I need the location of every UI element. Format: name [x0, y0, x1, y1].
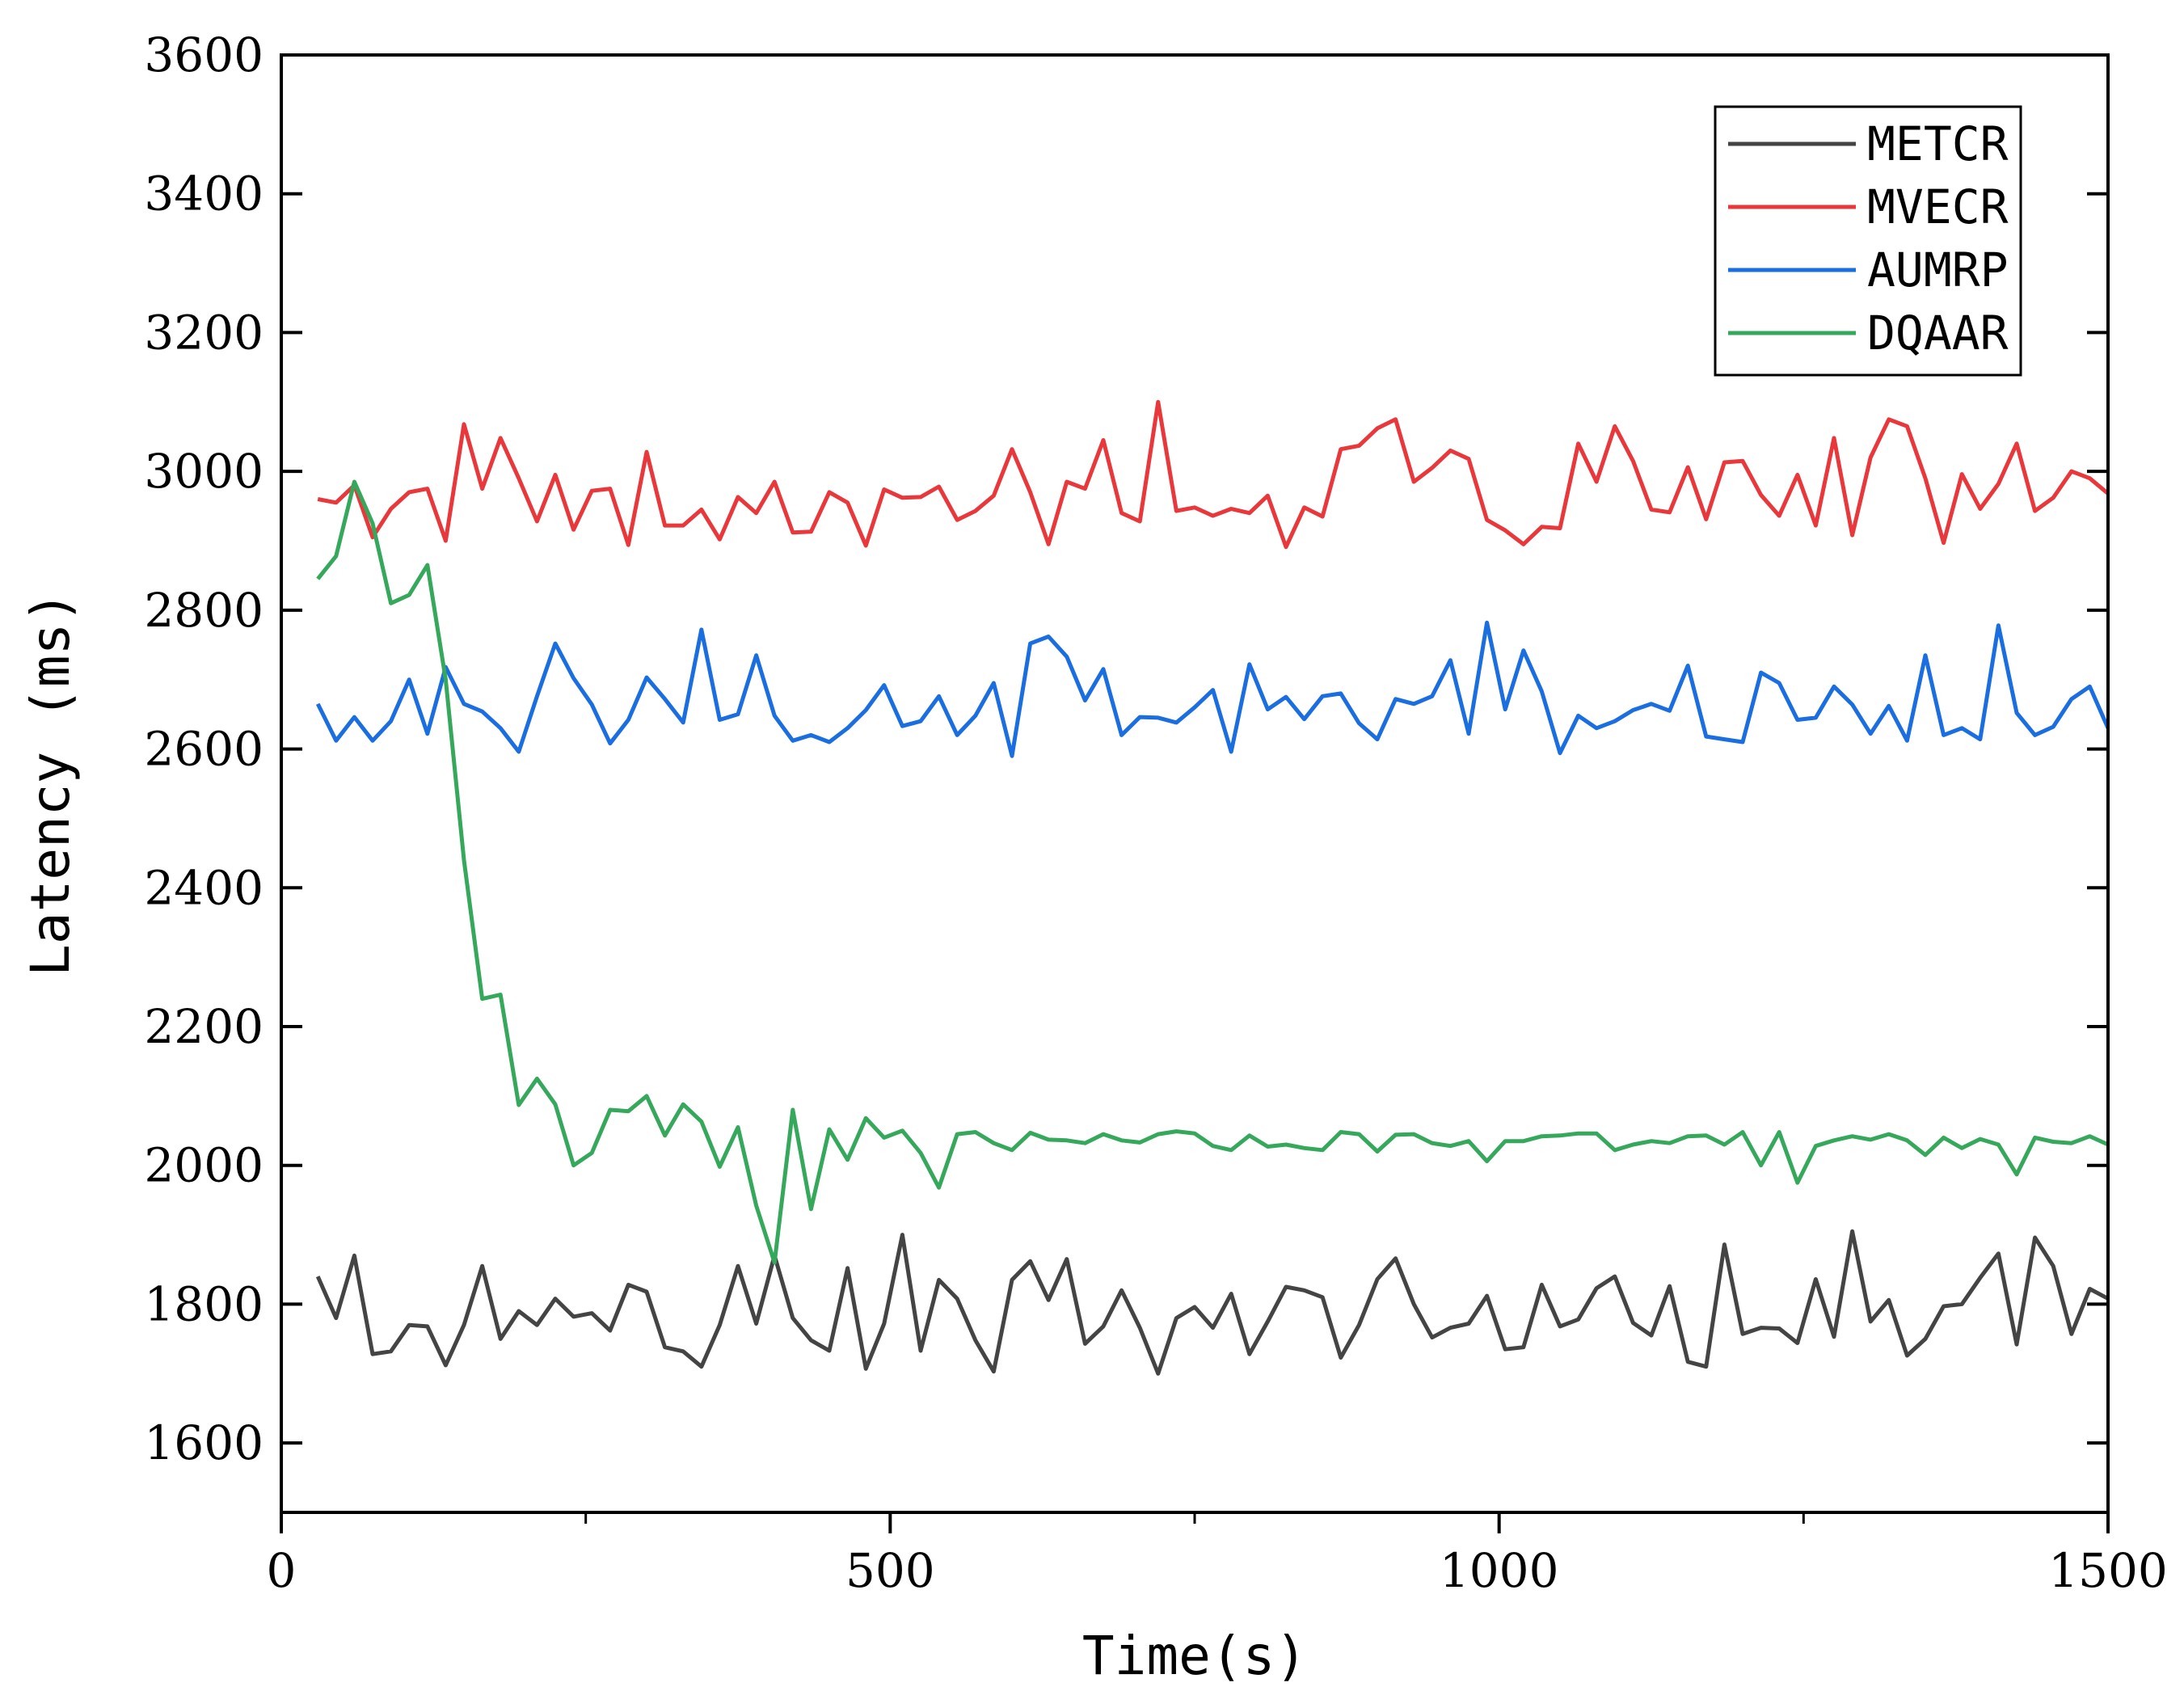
axis-ticks [280, 53, 2110, 1533]
y-axis-title: Latency (ms) [19, 591, 82, 976]
legend-label-mvecr: MVECR [1867, 179, 2009, 234]
series-layer [315, 399, 2110, 1376]
axis-tick-labels: 1600 1800 2000 2200 2400 2600 2800 3000 3200 3400… [144, 27, 2167, 1598]
y-tick-label: 2400 [144, 860, 264, 915]
x-tick-label: 500 [845, 1543, 935, 1598]
y-tick-label: 1600 [144, 1415, 264, 1470]
y-tick-label: 2200 [144, 999, 264, 1054]
x-axis-title: Time(s) [1082, 1625, 1307, 1687]
legend-label-metcr: METCR [1867, 116, 2009, 171]
y-tick-label: 3600 [144, 27, 264, 82]
series-line-aumrp [315, 620, 2110, 758]
y-tick-label: 3200 [144, 305, 264, 360]
y-tick-label: 1800 [144, 1276, 264, 1331]
y-tick-label: 2600 [144, 722, 264, 777]
y-tick-label: 3000 [144, 444, 264, 499]
x-tick-label: 1500 [2048, 1543, 2168, 1598]
series-line-mvecr [317, 399, 2110, 550]
legend-label-aumrp: AUMRP [1867, 242, 2009, 297]
legend-label-dqaar: DQAAR [1867, 306, 2009, 361]
legend: METCR MVECR AUMRP DQAAR [1714, 105, 2022, 377]
y-tick-label: 2800 [144, 583, 264, 638]
series-line-dqaar [316, 479, 2110, 1265]
y-tick-label: 2000 [144, 1138, 264, 1193]
series-line-metcr [315, 1229, 2110, 1376]
y-tick-label: 3400 [144, 167, 264, 221]
x-tick-label: 1000 [1440, 1543, 1559, 1598]
x-tick-label: 0 [267, 1543, 297, 1598]
legend-box [1714, 105, 2022, 377]
